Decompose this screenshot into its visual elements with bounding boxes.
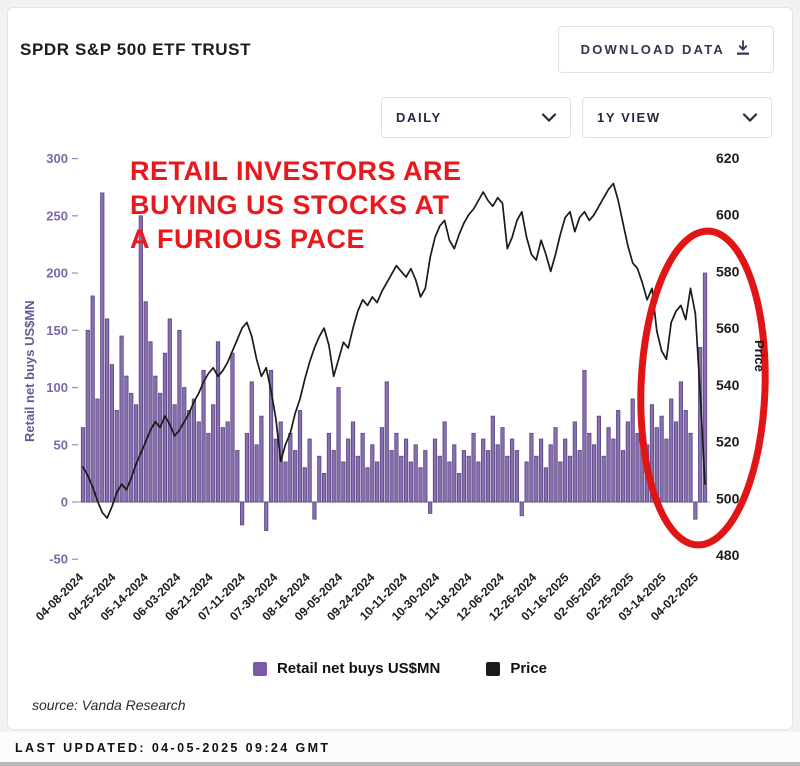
- svg-text:250: 250: [46, 208, 68, 223]
- download-icon: [735, 40, 751, 59]
- range-dropdown-value: 1Y VIEW: [597, 110, 661, 125]
- source-text: source: Vanda Research: [32, 697, 186, 713]
- header: SPDR S&P 500 ETF TRUST DOWNLOAD DATA: [8, 26, 792, 73]
- retail-bars-series: [80, 192, 708, 532]
- price-retail-chart: 300250200150100500-506206005805605405205…: [33, 150, 769, 624]
- price-line-series: [82, 182, 706, 519]
- svg-text:100: 100: [46, 380, 68, 395]
- legend-item-retail: Retail net buys US$MN: [252, 660, 441, 677]
- svg-text:520: 520: [716, 434, 740, 450]
- svg-text:300: 300: [46, 151, 68, 166]
- x-axis-labels: 04-08-202404-25-202405-14-202406-03-2024…: [33, 570, 702, 624]
- svg-text:0: 0: [61, 495, 68, 510]
- retail-swatch-icon: [252, 661, 267, 676]
- price-swatch-icon: [486, 661, 501, 676]
- legend-label: Retail net buys US$MN: [276, 660, 441, 677]
- annotation-text: RETAIL INVESTORS ARE BUYING US STOCKS AT…: [130, 156, 462, 254]
- chevron-down-icon: [742, 110, 758, 125]
- chart-controls: DAILY 1Y VIEW: [8, 73, 792, 138]
- chevron-down-icon: [541, 110, 557, 125]
- chart-card: SPDR S&P 500 ETF TRUST DOWNLOAD DATA DAI…: [7, 7, 793, 730]
- svg-text:150: 150: [46, 323, 68, 338]
- page-title: SPDR S&P 500 ETF TRUST: [20, 39, 252, 59]
- svg-text:540: 540: [716, 377, 740, 393]
- svg-text:620: 620: [716, 150, 740, 166]
- svg-text:580: 580: [716, 263, 740, 279]
- legend-label: Price: [510, 660, 548, 677]
- right-axis-ticks: 620 600 580 560 540 520 500 480: [716, 150, 740, 563]
- svg-text:500: 500: [716, 490, 740, 506]
- svg-text:560: 560: [716, 320, 740, 336]
- svg-text:200: 200: [46, 266, 68, 281]
- chart-legend: Retail net buys US$MN Price: [8, 652, 792, 691]
- svg-text:600: 600: [716, 207, 740, 223]
- svg-text:-50: -50: [49, 552, 68, 567]
- left-axis-title: Retail net buys US$MN: [22, 300, 37, 442]
- right-axis-title: Price: [752, 340, 767, 372]
- svg-text:480: 480: [716, 547, 740, 563]
- highlight-ellipse: [637, 227, 769, 549]
- frequency-dropdown[interactable]: DAILY: [381, 97, 571, 138]
- legend-item-price: Price: [486, 660, 547, 677]
- download-data-button[interactable]: DOWNLOAD DATA: [557, 26, 774, 73]
- left-axis-ticks: 300 250 200 150 100 50 0 -50: [46, 151, 78, 567]
- range-dropdown[interactable]: 1Y VIEW: [582, 97, 772, 138]
- download-button-label: DOWNLOAD DATA: [580, 42, 725, 57]
- frequency-dropdown-value: DAILY: [396, 110, 442, 125]
- chart-area: 300 250 200 150 100 50 0 -50 620 600 580 560 540 520 5…: [8, 140, 792, 652]
- last-updated-status: LAST UPDATED: 04-05-2025 09:24 GMT: [0, 732, 800, 766]
- svg-text:50: 50: [54, 437, 68, 452]
